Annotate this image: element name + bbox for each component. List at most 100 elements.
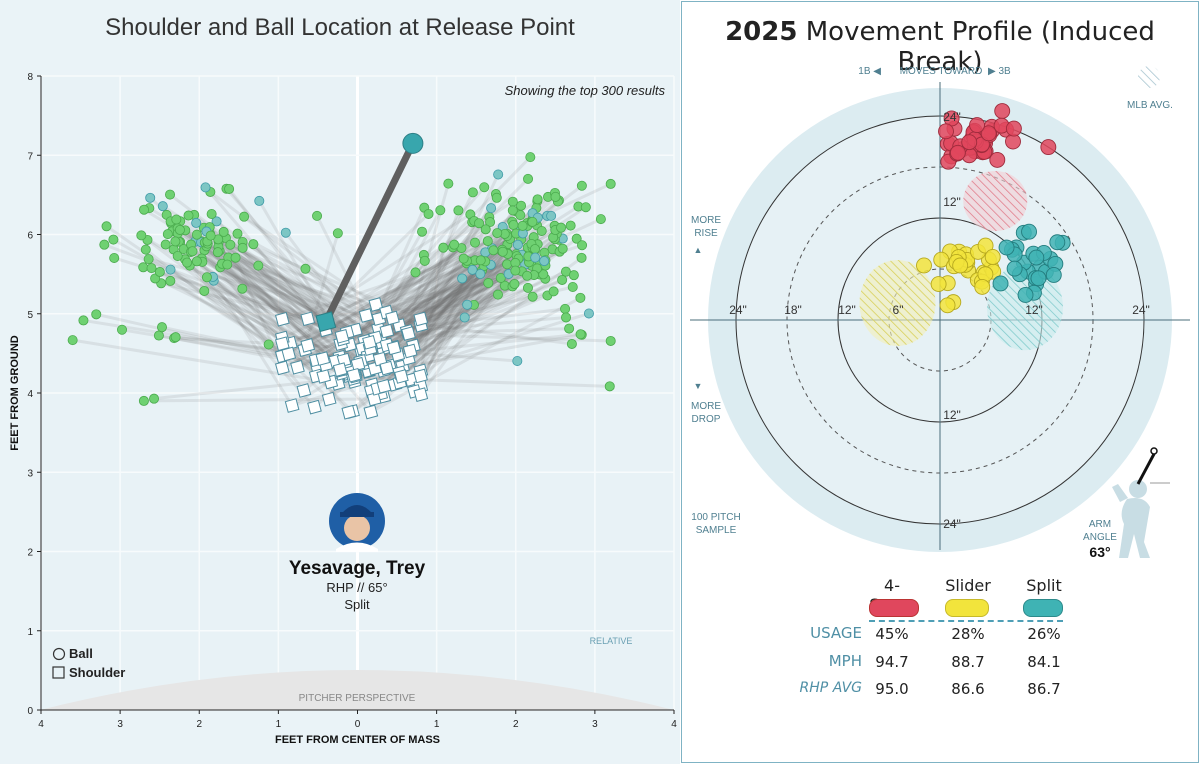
pitch-point-4seam (1005, 120, 1022, 137)
mlb-avg-label: MLB AVG. (1127, 100, 1173, 111)
ball-point (136, 230, 147, 241)
pitch-point-4seam (938, 123, 954, 140)
ball-point (502, 259, 513, 270)
ball-point (462, 299, 473, 310)
shoulder-point (394, 369, 409, 384)
moves-toward-3b: ▶ 3B (988, 66, 1011, 77)
ball-point (165, 275, 176, 286)
release-connector (383, 333, 583, 372)
ball-point (525, 152, 536, 163)
ball-point (109, 252, 120, 263)
ball-point (174, 224, 185, 235)
ball-point (332, 228, 343, 239)
ball-point (170, 332, 181, 343)
ball-point (492, 289, 503, 300)
release-connector (226, 263, 387, 314)
ball-point (491, 192, 502, 203)
release-connector (419, 256, 583, 378)
pitch-point-slider (939, 297, 956, 314)
release-connector (419, 247, 445, 372)
ball-point (117, 324, 128, 335)
ball-point (453, 205, 464, 216)
rise-arrow-icon: ▲ (694, 245, 703, 255)
shoulder-point (376, 378, 392, 394)
ball-point (522, 282, 533, 293)
pitch-point-slider (933, 251, 950, 268)
release-connector (281, 246, 493, 321)
shoulder-point (274, 336, 290, 352)
ring-label-top-24: 24" (943, 110, 961, 124)
release-connector (217, 238, 372, 413)
release-connector (375, 246, 463, 306)
ball-point (457, 273, 468, 284)
release-connector (234, 257, 284, 369)
ball-point (510, 265, 521, 276)
y-axis-label: FEET FROM GROUND (9, 335, 21, 451)
release-connector (398, 303, 475, 327)
ball-point (497, 246, 508, 257)
ball-point (486, 203, 497, 214)
release-connector (227, 256, 350, 377)
release-connector (291, 312, 590, 407)
shoulder-point (321, 391, 337, 407)
shoulder-point (284, 398, 300, 413)
ball-point (157, 201, 168, 212)
ball-point (419, 255, 430, 266)
release-connector (386, 254, 518, 333)
pitch-point-4seam (989, 151, 1006, 168)
arm-angle-value: 63° (1089, 544, 1110, 560)
ball-point (165, 264, 176, 275)
ball-point (564, 323, 575, 334)
ball-point (218, 226, 229, 237)
ball-point (154, 266, 165, 277)
release-connector (169, 279, 332, 384)
shoulder-point (385, 310, 400, 326)
release-connector (210, 213, 356, 383)
drop-arrow-icon: ▼ (694, 381, 703, 391)
pitcher-perspective-mound (40, 670, 674, 710)
results-subtitle: Showing the top 300 results (505, 83, 666, 98)
release-chart-title: Shoulder and Ball Location at Release Po… (105, 14, 575, 41)
ball-point (475, 255, 486, 266)
pitch-point-split (1045, 267, 1062, 283)
row-label-mph: MPH (828, 652, 862, 670)
ball-point (508, 219, 519, 230)
player-avatar (329, 493, 385, 552)
shoulder-point (316, 369, 332, 384)
ball-point (483, 278, 494, 289)
release-connector (339, 234, 508, 345)
shoulder-point (274, 360, 290, 376)
shoulder-point (413, 368, 428, 384)
ball-point (182, 257, 193, 268)
ball-point (583, 308, 594, 319)
pitch-point-split (1030, 270, 1047, 287)
ball-point (560, 303, 571, 314)
ball-point (254, 195, 265, 206)
sample-line1: 100 PITCH (691, 512, 740, 523)
x-tick-label: 2 (513, 719, 519, 730)
ball-point (78, 315, 89, 326)
ball-point (312, 210, 323, 221)
ball-point (225, 239, 236, 250)
y-tick-label: 7 (27, 151, 33, 162)
mph-slider: 88.7 (951, 653, 985, 671)
release-connector (236, 232, 394, 320)
ball-point (108, 234, 119, 245)
x-tick-label: 3 (117, 719, 123, 730)
release-connector (281, 182, 612, 340)
ball-point (565, 220, 576, 231)
ball-point (138, 262, 149, 273)
pitch-point-split (1017, 287, 1034, 303)
ball-point (576, 180, 587, 191)
ball-point (200, 182, 211, 193)
ball-point (101, 221, 112, 232)
ball-point (423, 208, 434, 219)
shoulder-point (290, 359, 305, 375)
release-connector (339, 259, 482, 345)
ball-point (165, 189, 176, 200)
shoulder-point (332, 362, 348, 377)
shoulder-point (379, 360, 395, 376)
ball-point (230, 252, 241, 263)
pitch-point-slider (930, 276, 947, 293)
release-connector (407, 315, 567, 333)
